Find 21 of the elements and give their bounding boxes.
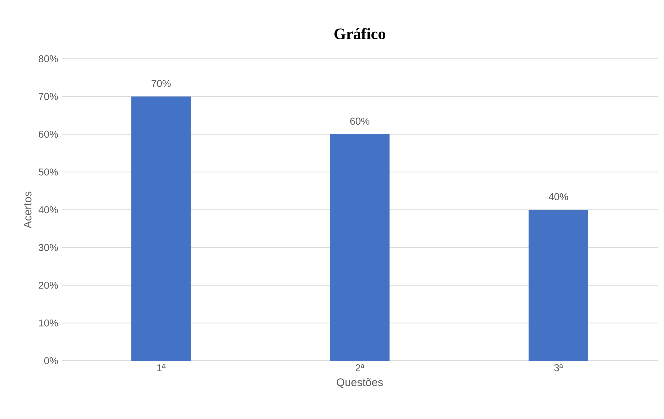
y-tick-label: 20% — [39, 282, 58, 290]
data-label: 40% — [548, 193, 568, 200]
bar — [528, 210, 588, 361]
data-label: 70% — [152, 80, 171, 88]
y-tick-label: 80% — [38, 55, 58, 63]
y-axis-title: Acertos — [24, 192, 32, 229]
y-tick-label: 60% — [39, 130, 58, 138]
x-axis-title: Questões — [337, 378, 384, 388]
y-tick-label: 40% — [38, 206, 58, 214]
chart-title: Gráfico — [334, 28, 386, 40]
bar — [132, 96, 192, 361]
y-tick-label: 70% — [39, 93, 58, 100]
data-label: 60% — [350, 118, 370, 125]
x-tick-label: 3ª — [554, 364, 564, 372]
x-tick-label: 2ª — [356, 364, 365, 372]
y-tick-label: 10% — [39, 320, 58, 327]
y-tick-label: 50% — [38, 168, 58, 176]
y-tick-label: 30% — [38, 244, 58, 252]
x-tick-label: 1ª — [157, 364, 166, 372]
y-tick-label: 0% — [44, 357, 58, 365]
bar — [330, 134, 390, 361]
